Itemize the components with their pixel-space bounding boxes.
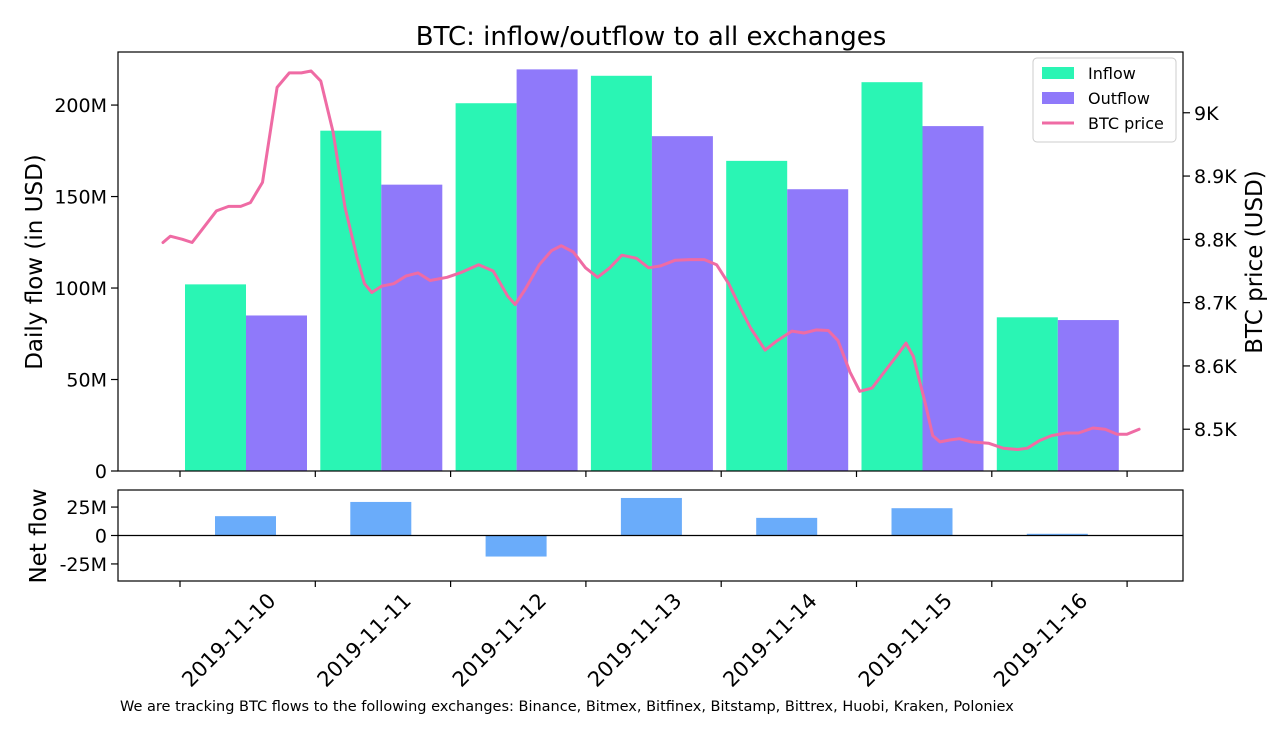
net-flow-y-axis-label: Net flow bbox=[26, 488, 52, 583]
net-flow-bar-2019-11-14 bbox=[756, 517, 818, 536]
inflow-bar-2019-11-16 bbox=[996, 317, 1058, 471]
price-y-tick-label: 9K bbox=[1194, 103, 1219, 125]
net-flow-bar-2019-11-16 bbox=[1026, 533, 1088, 536]
price-y-axis: 8.5K 8.6K 8.7K 8.8K 8.9K 9K bbox=[1183, 103, 1237, 441]
legend-label-outflow: Outflow bbox=[1088, 89, 1150, 108]
outflow-bar-2019-11-15 bbox=[922, 126, 984, 471]
price-y-axis-label: BTC price (USD) bbox=[1242, 170, 1268, 354]
outflow-bar-2019-11-11 bbox=[381, 184, 443, 471]
net-flow-x-axis: 2019-11-10 2019-11-11 2019-11-12 2019-11-13… bbox=[177, 581, 1128, 692]
inflow-bar-2019-11-12 bbox=[455, 103, 517, 471]
inflow-bar-2019-11-15 bbox=[861, 82, 923, 472]
net-flow-bars bbox=[215, 497, 1088, 557]
inflow-bar-2019-11-14 bbox=[726, 160, 788, 471]
flow-y-tick-label: 100M bbox=[54, 278, 107, 300]
flow-y-axis: 0 50M 100M 150M 200M bbox=[54, 95, 118, 483]
net-flow-bar-2019-11-10 bbox=[215, 516, 276, 536]
x-tick-label-2019-11-13: 2019-11-13 bbox=[583, 589, 686, 692]
net-flow-bar-2019-11-15 bbox=[891, 508, 953, 536]
price-y-tick-label: 8.6K bbox=[1194, 356, 1237, 378]
net-flow-bar-2019-11-12 bbox=[485, 535, 547, 557]
legend-label-btc-price: BTC price bbox=[1088, 114, 1164, 133]
x-tick-label-2019-11-11: 2019-11-11 bbox=[313, 589, 416, 692]
net-flow-bar-2019-11-11 bbox=[350, 501, 412, 536]
btc-price-line bbox=[161, 69, 1141, 451]
net-flow-y-tick-label: 25M bbox=[66, 497, 107, 519]
legend-swatch-inflow bbox=[1042, 67, 1074, 79]
flow-panel-frame bbox=[117, 51, 1184, 472]
flow-y-tick-label: 0 bbox=[95, 461, 107, 483]
x-tick-label-2019-11-12: 2019-11-12 bbox=[448, 589, 551, 692]
legend-label-inflow: Inflow bbox=[1088, 64, 1136, 83]
price-y-tick-label: 8.7K bbox=[1194, 293, 1237, 315]
net-flow-y-axis: -25M 0 25M bbox=[60, 497, 118, 576]
inflow-bar-2019-11-11 bbox=[320, 130, 382, 471]
inflow-bar-2019-11-13 bbox=[590, 75, 652, 472]
price-y-tick-label: 8.9K bbox=[1194, 166, 1237, 188]
x-tick-label-2019-11-16: 2019-11-16 bbox=[989, 589, 1092, 692]
net-flow-y-tick-label: -25M bbox=[60, 554, 107, 576]
net-flow-bar-2019-11-13 bbox=[620, 497, 682, 536]
price-y-tick-label: 8.5K bbox=[1194, 419, 1237, 441]
flow-y-tick-label: 50M bbox=[66, 370, 107, 392]
x-tick-label-2019-11-14: 2019-11-14 bbox=[718, 589, 821, 692]
outflow-bar-2019-11-16 bbox=[1057, 320, 1119, 471]
inflow-bar-2019-11-10 bbox=[185, 284, 246, 471]
flow-bars bbox=[185, 69, 1119, 472]
flow-y-tick-label: 150M bbox=[54, 187, 107, 209]
flow-y-axis-label: Daily flow (in USD) bbox=[22, 154, 48, 370]
price-y-tick-label: 8.8K bbox=[1194, 229, 1237, 251]
flow-x-ticks bbox=[179, 471, 1128, 477]
chart-title: BTC: inflow/outflow to all exchanges bbox=[416, 22, 887, 52]
legend: Inflow Outflow BTC price bbox=[1032, 57, 1177, 143]
x-tick-label-2019-11-15: 2019-11-15 bbox=[854, 589, 957, 692]
legend-swatch-outflow bbox=[1042, 92, 1074, 104]
outflow-bar-2019-11-12 bbox=[516, 69, 578, 472]
x-tick-label-2019-11-10: 2019-11-10 bbox=[177, 589, 280, 692]
exchanges-footnote: We are tracking BTC flows to the followi… bbox=[120, 699, 1014, 715]
outflow-bar-2019-11-10 bbox=[246, 315, 307, 471]
net-flow-y-tick-label: 0 bbox=[95, 526, 107, 548]
outflow-bar-2019-11-13 bbox=[651, 136, 713, 471]
flow-y-tick-label: 200M bbox=[54, 95, 107, 117]
